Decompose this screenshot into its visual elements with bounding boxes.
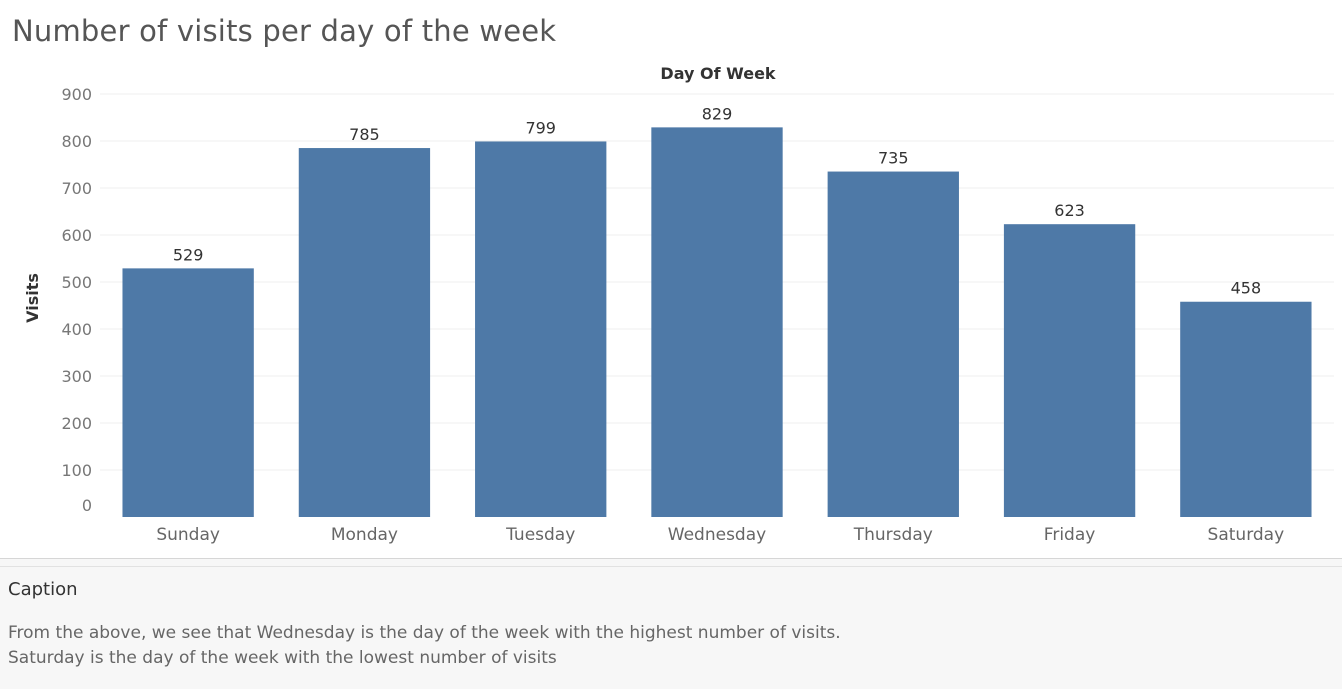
y-axis-ticks: 0 100 200 300 400 500 600 700 800 900 (61, 85, 92, 515)
data-label: 623 (1054, 201, 1085, 220)
y-tick-label: 400 (61, 320, 92, 339)
chart-canvas: 0 100 200 300 400 500 600 700 800 900 529 785 799 82… (23, 64, 1334, 545)
caption-divider (0, 566, 1342, 567)
x-tick-label: Thursday (853, 525, 933, 545)
y-tick-label: 100 (61, 461, 92, 480)
x-axis-ticks: Sunday Monday Tuesday Wednesday Thursday Frid… (156, 525, 1284, 545)
caption-panel: Caption From the above, we see that Wedn… (0, 558, 1342, 689)
x-tick-label: Sunday (156, 525, 220, 545)
caption-line: Saturday is the day of the week with the… (8, 648, 557, 668)
x-tick-label: Monday (331, 525, 398, 545)
y-tick-label: 900 (61, 85, 92, 104)
bar (298, 148, 431, 518)
bar (122, 268, 254, 517)
data-labels: 529 785 799 829 735 623 458 (173, 104, 1261, 297)
data-label: 799 (525, 118, 556, 137)
y-tick-label: 800 (61, 132, 92, 151)
y-tick-label: 500 (61, 273, 92, 292)
bars (122, 127, 1312, 518)
y-tick-label: 700 (61, 179, 92, 198)
data-label: 529 (173, 245, 204, 264)
x-tick-label: Wednesday (668, 525, 766, 545)
bar (475, 141, 607, 517)
x-tick-label: Friday (1044, 525, 1096, 545)
data-label: 458 (1231, 279, 1262, 298)
bar (651, 127, 783, 518)
bar-chart: 0 100 200 300 400 500 600 700 800 900 529 785 799 82… (0, 58, 1342, 558)
data-label: 735 (878, 149, 909, 168)
page-title: Number of visits per day of the week (12, 14, 557, 48)
bar (1003, 224, 1136, 517)
data-label: 785 (349, 125, 380, 144)
caption-line: From the above, we see that Wednesday is… (8, 623, 841, 643)
bar (1180, 301, 1312, 517)
y-tick-label: 0 (82, 496, 92, 515)
x-tick-label: Tuesday (505, 525, 575, 545)
caption-title: Caption (8, 579, 78, 600)
data-label: 829 (702, 104, 733, 123)
y-axis-title: Visits (23, 273, 42, 323)
x-tick-label: Saturday (1208, 525, 1285, 545)
bar (827, 171, 959, 518)
y-tick-label: 600 (61, 226, 92, 245)
y-tick-label: 200 (61, 414, 92, 433)
x-axis-title: Day Of Week (660, 64, 776, 83)
y-tick-label: 300 (61, 367, 92, 386)
